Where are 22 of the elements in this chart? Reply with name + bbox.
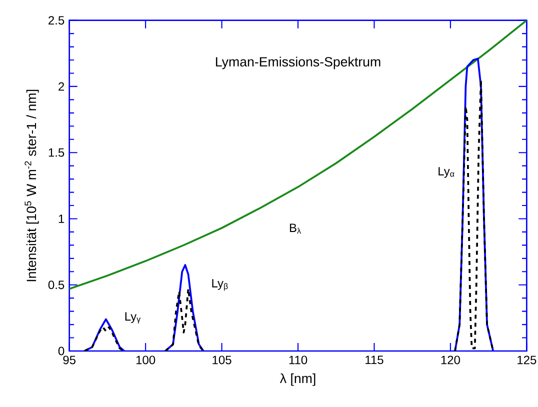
x-tick-label: 115 bbox=[366, 356, 384, 364]
annotation: Ly$_{γ}$ bbox=[125, 312, 141, 324]
x-tick-label: 110 bbox=[289, 356, 308, 364]
y-tick-label: 2 bbox=[58, 82, 64, 91]
line-series bbox=[84, 326, 126, 351]
y-axis-title: Intensität [10$^{5}$ W m$^{-2}$ ster-1 / nm] bbox=[24, 90, 39, 282]
x-tick-label: 120 bbox=[441, 356, 460, 364]
y-tick-label: 1 bbox=[58, 214, 64, 223]
y-tick-label: 0 bbox=[58, 346, 64, 356]
x-tick-label: 100 bbox=[136, 356, 156, 364]
text: Lyman-Emissions-Spektrum bbox=[216, 56, 380, 70]
y-tick-label: 0.5 bbox=[48, 280, 64, 290]
x-tick-label: 105 bbox=[212, 356, 232, 364]
annotation: Ly$_{β}$ bbox=[212, 279, 228, 291]
x-tick-label: 125 bbox=[518, 356, 536, 364]
x-axis-title: λ [nm] bbox=[280, 373, 316, 386]
y-tick-label: 2.5 bbox=[48, 16, 64, 25]
annotation: B$_{λ}$ bbox=[290, 224, 301, 234]
y-tick-label: 1.5 bbox=[48, 148, 64, 157]
annotation: Ly$_{α}$ bbox=[438, 167, 454, 178]
line-series bbox=[164, 288, 204, 351]
x-tick-label: 95 bbox=[63, 356, 76, 364]
